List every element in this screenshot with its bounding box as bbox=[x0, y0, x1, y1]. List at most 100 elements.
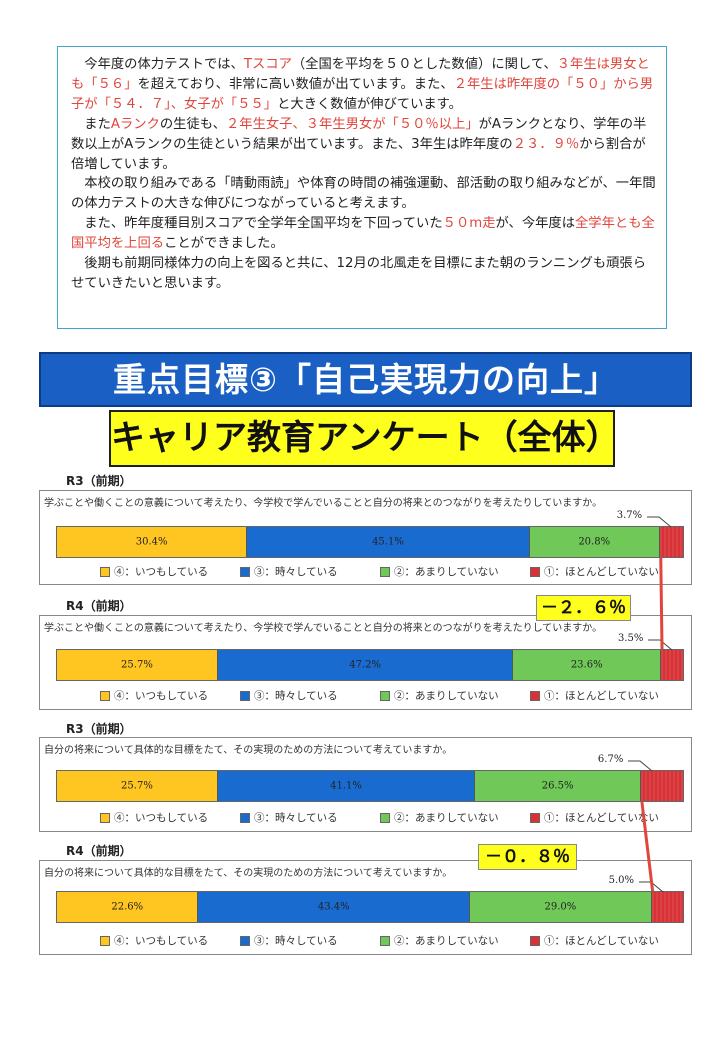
legend-swatch bbox=[530, 812, 540, 823]
intro-paragraph-3: 本校の取り組みである「晴動雨読」や体育の時間の補強運動、部活動の取り組みなどが、… bbox=[71, 176, 656, 212]
question-text: 自分の将来について具体的な目標をたて、その実現のための方法について考えていますか… bbox=[44, 745, 453, 756]
legend-label: ②：あまりしていない bbox=[394, 935, 499, 947]
legend-label: ④：いつもしている bbox=[114, 935, 209, 947]
leader-line bbox=[638, 881, 663, 893]
highlight-text: ５０m走 bbox=[442, 216, 496, 232]
intro-text: の生徒も、 bbox=[159, 116, 226, 132]
bar-segment-rarely: 26.5% bbox=[475, 771, 642, 801]
highlight-text: ２年生は昨年度の「５０」から男子が「５４．７」、女子が「５５」 bbox=[71, 76, 654, 112]
segment-value-label: 47.2% bbox=[349, 659, 381, 671]
intro-text: がAランクとなり、学年の半数以上がAランクの生徒という結果が出ています。また、3… bbox=[71, 116, 647, 152]
intro-text: また、昨年度種目別スコアで全学年全国平均を下回っていた bbox=[84, 216, 443, 232]
legend-item-rarely: ②：あまりしていない bbox=[380, 688, 530, 703]
question-text: 自分の将来について具体的な目標をたて、その実現のための方法について考えていますか… bbox=[44, 868, 453, 879]
bar-segment-sometimes: 45.1% bbox=[247, 527, 530, 557]
intro-text: から割合が倍増しています。 bbox=[71, 136, 646, 172]
bar-segment-rarely: 29.0% bbox=[470, 892, 652, 922]
legend-item-sometimes: ③：時々している bbox=[240, 564, 380, 579]
legend-swatch bbox=[380, 812, 390, 823]
bar-segment-always: 25.7% bbox=[57, 771, 218, 801]
highlight-text: ２３．９％ bbox=[512, 136, 580, 152]
segment-value-label: 6.7% bbox=[597, 754, 624, 765]
intro-text: を超えており、非常に高い数値が出ています。また、 bbox=[137, 76, 454, 92]
period-label: R4（前期） bbox=[66, 599, 132, 613]
legend-swatch bbox=[530, 935, 540, 946]
legend-item-always: ④：いつもしている bbox=[100, 564, 240, 579]
legend-swatch bbox=[240, 812, 250, 823]
question-text: 学ぶことや働くことの意義について考えたり、今学校で学んでいることと自分の将来との… bbox=[44, 498, 603, 509]
segment-value-label: 3.5% bbox=[618, 633, 644, 644]
intro-text-box: 今年度の体力テストでは、Tスコア（全国を平均を５０とした数値）に関して、３年生は… bbox=[57, 46, 667, 329]
intro-paragraph-1: 今年度の体力テストでは、Tスコア（全国を平均を５０とした数値）に関して、３年生は… bbox=[71, 55, 656, 115]
segment-value-label: 23.6% bbox=[570, 659, 603, 671]
bar-segment-rarely: 23.6% bbox=[513, 650, 662, 680]
legend-label: ④：いつもしている bbox=[114, 812, 209, 824]
chart-panel: 学ぶことや働くことの意義について考えたり、今学校で学んでいることと自分の将来との… bbox=[39, 615, 692, 710]
legend-label: ①：ほとんどしていない bbox=[544, 935, 659, 947]
legend-swatch bbox=[240, 690, 250, 701]
intro-text: ことができました。 bbox=[164, 236, 284, 252]
leader-line bbox=[648, 639, 673, 651]
legend-label: ③：時々している bbox=[254, 812, 338, 824]
legend-label: ③：時々している bbox=[254, 935, 338, 947]
legend-label: ④：いつもしている bbox=[114, 690, 209, 702]
legend-label: ③：時々している bbox=[254, 690, 338, 702]
intro-text: 今年度の体力テストでは、 bbox=[84, 57, 244, 72]
legend-item-rarely: ②：あまりしていない bbox=[380, 564, 530, 579]
bar-segment-sometimes: 47.2% bbox=[217, 650, 514, 680]
bar-segment-always: 22.6% bbox=[57, 892, 199, 922]
legend-swatch bbox=[530, 690, 540, 701]
goal-banner: 重点目標③「自己実現力の向上」 bbox=[39, 352, 692, 407]
segment-value-label: 20.8% bbox=[578, 536, 611, 548]
chart-panel: 学ぶことや働くことの意義について考えたり、今学校で学んでいることと自分の将来との… bbox=[39, 490, 692, 585]
period-label: R4（前期） bbox=[66, 844, 132, 858]
legend-label: ④：いつもしている bbox=[114, 566, 209, 578]
legend-label: ②：あまりしていない bbox=[394, 812, 499, 824]
legend-swatch bbox=[530, 566, 540, 577]
segment-value-label: 25.7% bbox=[121, 659, 153, 671]
segment-value-label: 29.0% bbox=[544, 901, 577, 913]
segment-value-label: 30.4% bbox=[135, 536, 168, 548]
legend-swatch bbox=[100, 566, 110, 577]
bar-segment-always: 25.7% bbox=[57, 650, 218, 680]
period-label: R3（前期） bbox=[66, 722, 132, 736]
stacked-bar: 30.4% 45.1% 20.8% bbox=[56, 526, 684, 558]
difference-badge: －０．８％ bbox=[478, 844, 577, 870]
segment-value-label: 43.4% bbox=[317, 901, 350, 913]
highlight-text: Aランク bbox=[110, 116, 160, 132]
bar-segment-sometimes: 41.1% bbox=[217, 771, 476, 801]
intro-paragraph-2: またAランクの生徒も、２年生女子、３年生男女が「５０％以上」がAランクとなり、学… bbox=[71, 115, 656, 175]
bar-segment-rarely: 20.8% bbox=[529, 527, 660, 557]
segment-value-label: 3.7% bbox=[616, 510, 643, 521]
legend-swatch bbox=[380, 566, 390, 577]
segment-value-label: 41.1% bbox=[330, 780, 362, 792]
legend-item-never: ①：ほとんどしていない bbox=[530, 564, 700, 579]
segment-value-label: 22.6% bbox=[111, 901, 144, 913]
legend: ④：いつもしている ③：時々している ②：あまりしていない ①：ほとんどしていない bbox=[100, 933, 700, 948]
legend-label: ①：ほとんどしていない bbox=[544, 812, 659, 824]
highlight-text: Tスコア bbox=[243, 57, 292, 72]
legend: ④：いつもしている ③：時々している ②：あまりしていない ①：ほとんどしていない bbox=[100, 564, 700, 579]
period-label: R3（前期） bbox=[66, 474, 132, 488]
legend-swatch bbox=[100, 812, 110, 823]
legend-item-sometimes: ③：時々している bbox=[240, 810, 380, 825]
segment-value-label: 5.0% bbox=[608, 875, 634, 886]
intro-paragraph-5: 後期も前期同様体力の向上を図ると共に、12月の北風走を目標にまた朝のランニングも… bbox=[71, 256, 646, 291]
segment-value-label: 45.1% bbox=[372, 536, 404, 548]
chart-panel: 自分の将来について具体的な目標をたて、その実現のための方法について考えていますか… bbox=[39, 737, 692, 832]
legend-item-never: ①：ほとんどしていない bbox=[530, 688, 700, 703]
legend-label: ②：あまりしていない bbox=[394, 690, 499, 702]
bar-segment-never bbox=[641, 771, 683, 801]
legend-item-sometimes: ③：時々している bbox=[240, 933, 380, 948]
legend: ④：いつもしている ③：時々している ②：あまりしていない ①：ほとんどしていない bbox=[100, 688, 700, 703]
bar-segment-sometimes: 43.4% bbox=[198, 892, 471, 922]
difference-badge: －２．６％ bbox=[536, 595, 631, 621]
highlight-text: ３年生は男女とも「５６」 bbox=[71, 57, 650, 92]
legend-swatch bbox=[100, 690, 110, 701]
legend: ④：いつもしている ③：時々している ②：あまりしていない ①：ほとんどしていない bbox=[100, 810, 700, 825]
legend-label: ③：時々している bbox=[254, 566, 338, 578]
leader-line bbox=[646, 516, 672, 528]
legend-label: ②：あまりしていない bbox=[394, 566, 499, 578]
legend-item-always: ④：いつもしている bbox=[100, 688, 240, 703]
intro-paragraph-4: また、昨年度種目別スコアで全学年全国平均を下回っていた５０m走が、今年度は全学年… bbox=[71, 214, 656, 254]
